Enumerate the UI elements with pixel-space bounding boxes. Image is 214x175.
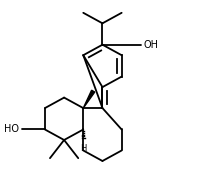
Polygon shape	[83, 90, 95, 108]
Text: HO: HO	[4, 124, 19, 135]
Text: OH: OH	[144, 40, 159, 50]
Text: H: H	[80, 144, 86, 153]
